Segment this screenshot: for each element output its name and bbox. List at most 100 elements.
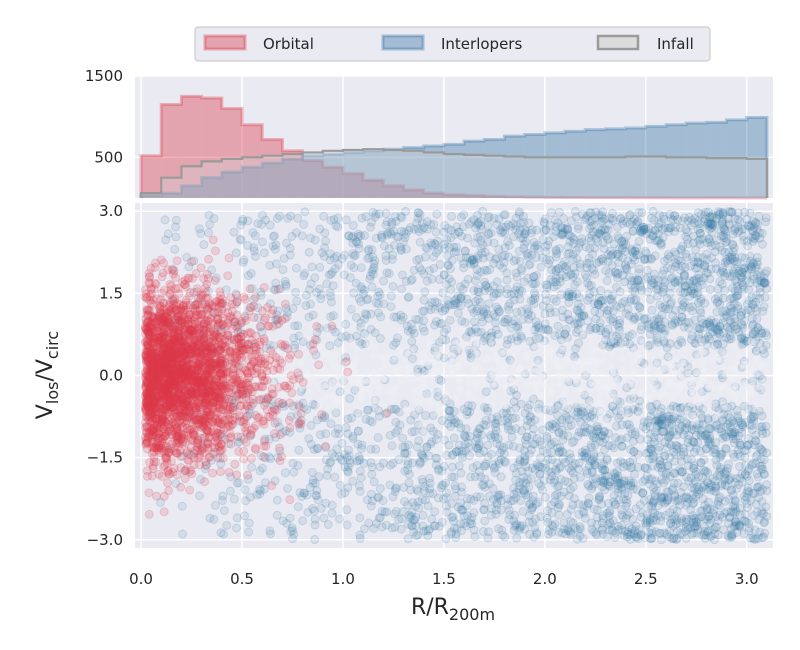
scatter-point-infall [488, 367, 496, 375]
scatter-point-interloper [608, 526, 618, 536]
scatter-point-interloper [647, 533, 657, 543]
scatter-point-interloper [259, 248, 269, 258]
scatter-point-orbital [267, 481, 277, 491]
scatter-point-interloper [566, 420, 576, 430]
scatter-point-infall [490, 346, 498, 354]
scatter-point-interloper [681, 249, 691, 259]
scatter-point-interloper [431, 227, 441, 237]
scatter-point-interloper [341, 331, 351, 341]
scatter-point-interloper [340, 250, 350, 260]
scatter-point-interloper [521, 478, 531, 488]
scatter-point-interloper [467, 519, 477, 529]
scatter-point-interloper [584, 493, 594, 503]
scatter-point-interloper [471, 436, 481, 446]
scatter-point-interloper [419, 486, 429, 496]
scatter-point-interloper [266, 529, 276, 539]
scatter-point-interloper [310, 535, 320, 545]
scatter-point-infall [589, 347, 597, 355]
scatter-point-interloper [566, 466, 576, 476]
scatter-point-interloper [506, 425, 516, 435]
scatter-point-interloper [462, 494, 472, 504]
scatter-point-interloper [683, 515, 693, 525]
scatter-point-interloper [447, 512, 457, 522]
legend-swatch-interlopers [381, 34, 425, 51]
scatter-point-interloper [462, 294, 472, 304]
scatter-point-infall [709, 354, 717, 362]
scatter-point-infall [430, 377, 438, 385]
scatter-point-infall [403, 332, 411, 340]
scatter-point-interloper [433, 392, 443, 402]
scatter-point-interloper [411, 531, 421, 541]
scatter-point-interloper [650, 236, 660, 246]
scatter-point-interloper [668, 414, 678, 424]
scatter-point-interloper [729, 293, 739, 303]
scatter-point-interloper [281, 303, 291, 313]
scatter-point-infall [555, 345, 563, 353]
histogram-bar-interlopers [302, 155, 323, 198]
scatter-point-interloper [524, 306, 534, 316]
scatter-point-interloper [574, 338, 584, 348]
scatter-point-interloper [417, 364, 427, 374]
scatter-point-infall [366, 386, 374, 394]
scatter-point-interloper [705, 504, 715, 514]
scatter-point-interloper [478, 206, 488, 216]
scatter-point-interloper [747, 404, 757, 414]
scatter-point-interloper [378, 276, 388, 286]
scatter-point-interloper [469, 508, 479, 518]
scatter-point-interloper [585, 412, 595, 422]
scatter-point-interloper [459, 210, 469, 220]
scatter-point-interloper [607, 441, 617, 451]
scatter-point-interloper [620, 296, 630, 306]
scatter-point-interloper [711, 402, 721, 412]
scatter-point-interloper [543, 325, 553, 335]
scatter-point-interloper [446, 421, 456, 431]
scatter-point-interloper [436, 483, 446, 493]
scatter-point-interloper [606, 246, 616, 256]
scatter-point-interloper [500, 457, 510, 467]
scatter-point-infall [334, 398, 342, 406]
scatter-point-infall [668, 361, 676, 369]
scatter-point-infall [472, 339, 480, 347]
scatter-point-infall [369, 399, 377, 407]
scatter-point-infall [619, 346, 627, 354]
scatter-point-interloper [662, 416, 672, 426]
histogram-bar-orbital [484, 196, 505, 198]
scatter-point-interloper [514, 209, 524, 219]
scatter-point-interloper [754, 514, 764, 524]
scatter-point-interloper [711, 258, 721, 268]
scatter-point-interloper [688, 479, 698, 489]
scatter-point-infall [719, 401, 727, 409]
scatter-point-infall [632, 368, 640, 376]
scatter-point-interloper [489, 291, 499, 301]
scatter-point-interloper [327, 508, 337, 518]
scatter-point-interloper [742, 214, 752, 224]
scatter-point-interloper [470, 532, 480, 542]
scatter-point-interloper [442, 507, 452, 517]
histogram-bar-interlopers [201, 177, 222, 198]
scatter-point-interloper [645, 234, 655, 244]
scatter-point-interloper [244, 518, 254, 528]
scatter-point-interloper [291, 287, 301, 297]
scatter-point-infall [651, 354, 659, 362]
scatter-point-interloper [189, 287, 199, 297]
scatter-point-infall [408, 374, 416, 382]
scatter-point-interloper [685, 291, 695, 301]
histogram-bar-interlopers [544, 132, 566, 198]
scatter-point-interloper [376, 312, 386, 322]
scatter-point-interloper [481, 415, 491, 425]
scatter-point-interloper [541, 280, 551, 290]
scatter-point-interloper [404, 225, 414, 235]
scatter-point-interloper [535, 469, 545, 479]
scatter-point-interloper [644, 444, 654, 454]
scatter-point-interloper [598, 477, 608, 487]
scatter-point-infall [376, 384, 384, 392]
scatter-point-interloper [469, 317, 479, 327]
scatter-point-interloper [368, 269, 378, 279]
scatter-point-interloper [691, 245, 701, 255]
scatter-point-infall [538, 342, 546, 350]
scatter-point-interloper [743, 466, 753, 476]
scatter-point-interloper [559, 214, 569, 224]
scatter-point-interloper [522, 474, 532, 484]
scatter-point-interloper [486, 510, 496, 520]
